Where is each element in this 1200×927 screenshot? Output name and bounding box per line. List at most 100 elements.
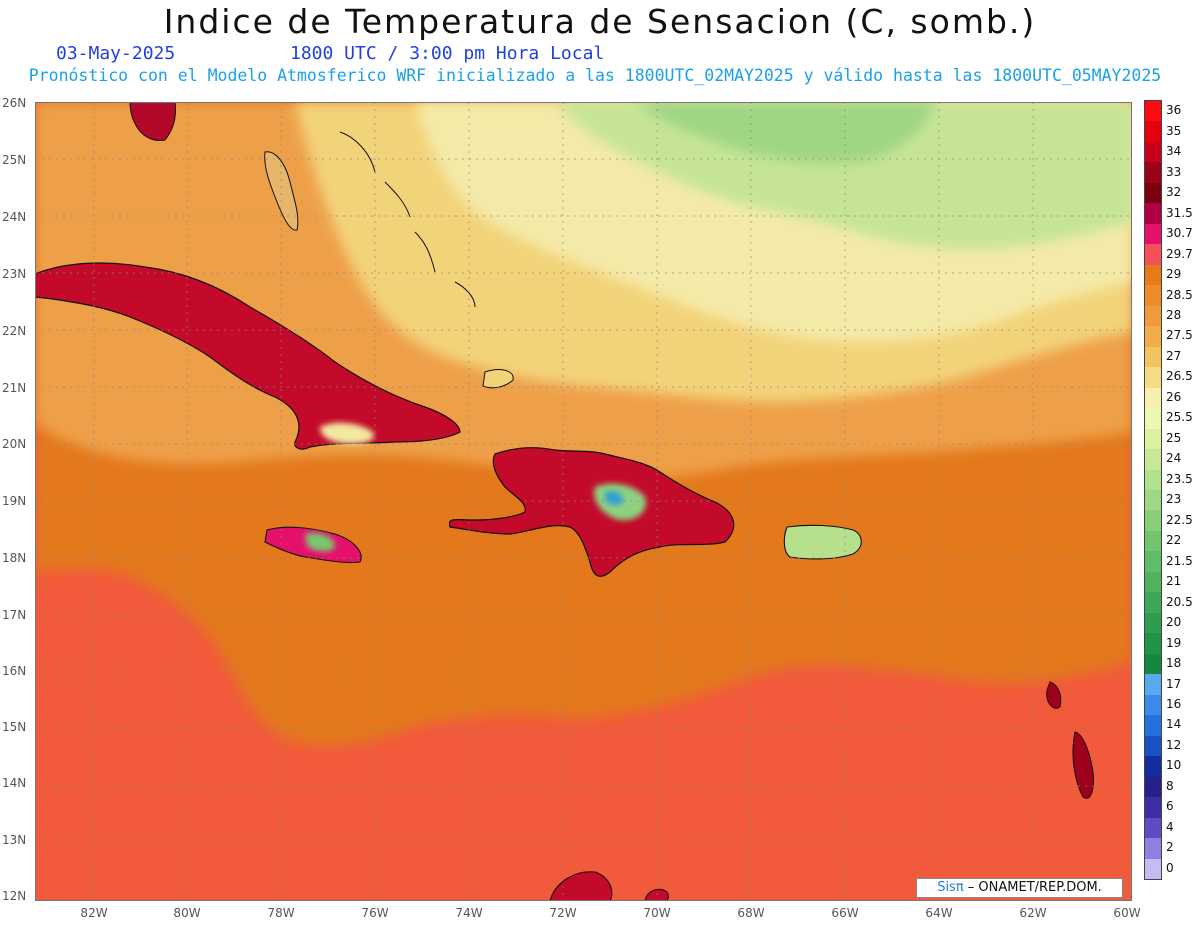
land-bahamas-south (482, 369, 514, 389)
legend-label: 20.5 (1166, 594, 1193, 609)
legend-swatch (1145, 551, 1161, 573)
legend-swatch (1145, 326, 1161, 348)
map-title: Indice de Temperatura de Sensacion (C, s… (163, 2, 1037, 41)
legend-label: 16 (1166, 696, 1182, 711)
legend-label: 33 (1166, 164, 1182, 179)
land-hispaniola (448, 447, 735, 577)
lon-label: 72W (549, 906, 577, 920)
lon-label: 74W (455, 906, 483, 920)
legend-label: 34 (1166, 144, 1182, 159)
map-frame (35, 102, 1132, 901)
land-jamaica-cool (305, 532, 335, 552)
lon-label: 70W (643, 906, 671, 920)
legend-swatch (1145, 715, 1161, 737)
legend-swatch (1145, 592, 1161, 614)
legend-label: 0 (1166, 860, 1174, 875)
lat-label: 22N (2, 324, 27, 338)
legend-swatch (1145, 674, 1161, 696)
legend-swatch (1145, 838, 1161, 860)
legend-swatch (1145, 203, 1161, 225)
legend-label: 14 (1166, 717, 1182, 732)
lon-label: 76W (361, 906, 389, 920)
legend-label: 26.5 (1166, 369, 1193, 384)
forecast-date: 03-May-2025 (56, 43, 176, 64)
legend-swatch (1145, 141, 1161, 163)
legend-label: 27 (1166, 348, 1182, 363)
legend-label: 18 (1166, 656, 1182, 671)
legend-label: 26 (1166, 389, 1182, 404)
legend-label: 20 (1166, 615, 1182, 630)
legend-label: 2 (1166, 840, 1174, 855)
lat-label: 20N (2, 437, 27, 451)
legend-label: 32 (1166, 185, 1182, 200)
legend-label: 19 (1166, 635, 1182, 650)
map-canvas (35, 102, 1132, 901)
legend-swatch (1145, 285, 1161, 307)
land-bahamas-east (339, 131, 476, 308)
legend-label: 28 (1166, 307, 1182, 322)
lon-label: 66W (831, 906, 859, 920)
legend-swatch (1145, 612, 1161, 634)
legend-label: 27.5 (1166, 328, 1193, 343)
color-legend (1144, 100, 1162, 880)
legend-swatch (1145, 367, 1161, 389)
legend-label: 8 (1166, 778, 1174, 793)
lon-label: 80W (173, 906, 201, 920)
lon-label: 64W (925, 906, 953, 920)
forecast-time: 1800 UTC / 3:00 pm Hora Local (290, 43, 605, 64)
legend-swatch (1145, 571, 1161, 593)
lon-label: 68W (737, 906, 765, 920)
legend-swatch (1145, 694, 1161, 716)
land-dominica (1046, 681, 1062, 709)
legend-label: 23.5 (1166, 471, 1193, 486)
land-south-america (549, 871, 613, 901)
legend-swatch (1145, 182, 1161, 204)
credit-box: Sisπ – ONAMET/REP.DOM. (916, 878, 1123, 898)
land-cuba (35, 262, 461, 450)
forecast-subtitle: Pronóstico con el Modelo Atmosferico WRF… (28, 66, 1162, 85)
lat-label: 21N (2, 381, 27, 395)
lat-label: 14N (2, 776, 27, 790)
legend-swatch (1145, 756, 1161, 778)
legend-label: 17 (1166, 676, 1182, 691)
land-andros (264, 151, 299, 231)
legend-swatch (1145, 101, 1161, 122)
legend-swatch (1145, 223, 1161, 245)
lat-label: 23N (2, 267, 27, 281)
land-florida (129, 102, 176, 141)
legend-label: 6 (1166, 799, 1174, 814)
legend-swatch (1145, 817, 1161, 839)
heat-index-map (35, 102, 1132, 901)
legend-swatch (1145, 264, 1161, 286)
lon-label: 78W (267, 906, 295, 920)
legend-swatch (1145, 346, 1161, 368)
lat-label: 12N (2, 889, 27, 903)
lat-label: 15N (2, 720, 27, 734)
legend-swatch (1145, 408, 1161, 430)
ocean-green (555, 102, 1132, 249)
land-hispaniola-cold (605, 491, 624, 506)
legend-label: 35 (1166, 123, 1182, 138)
legend-label: 30.7 (1166, 226, 1193, 241)
land-puerto-rico (783, 524, 862, 560)
legend-label: 12 (1166, 737, 1182, 752)
land-cuba-cool (320, 422, 374, 444)
legend-swatch (1145, 735, 1161, 757)
lat-label: 17N (2, 608, 27, 622)
legend-label: 23 (1166, 492, 1182, 507)
lat-label: 25N (2, 153, 27, 167)
legend-label: 21.5 (1166, 553, 1193, 568)
legend-label: 22 (1166, 533, 1182, 548)
legend-swatch (1145, 305, 1161, 327)
legend-swatch (1145, 469, 1161, 491)
lat-label: 19N (2, 494, 27, 508)
land-antilles (1072, 731, 1094, 799)
legend-swatch (1145, 121, 1161, 143)
legend-swatch (1145, 776, 1161, 798)
legend-label: 24 (1166, 451, 1182, 466)
legend-swatch (1145, 490, 1161, 511)
lon-label: 82W (80, 906, 108, 920)
legend-label: 25 (1166, 430, 1182, 445)
ocean-green-deep (635, 102, 935, 164)
legend-swatch (1145, 530, 1161, 552)
